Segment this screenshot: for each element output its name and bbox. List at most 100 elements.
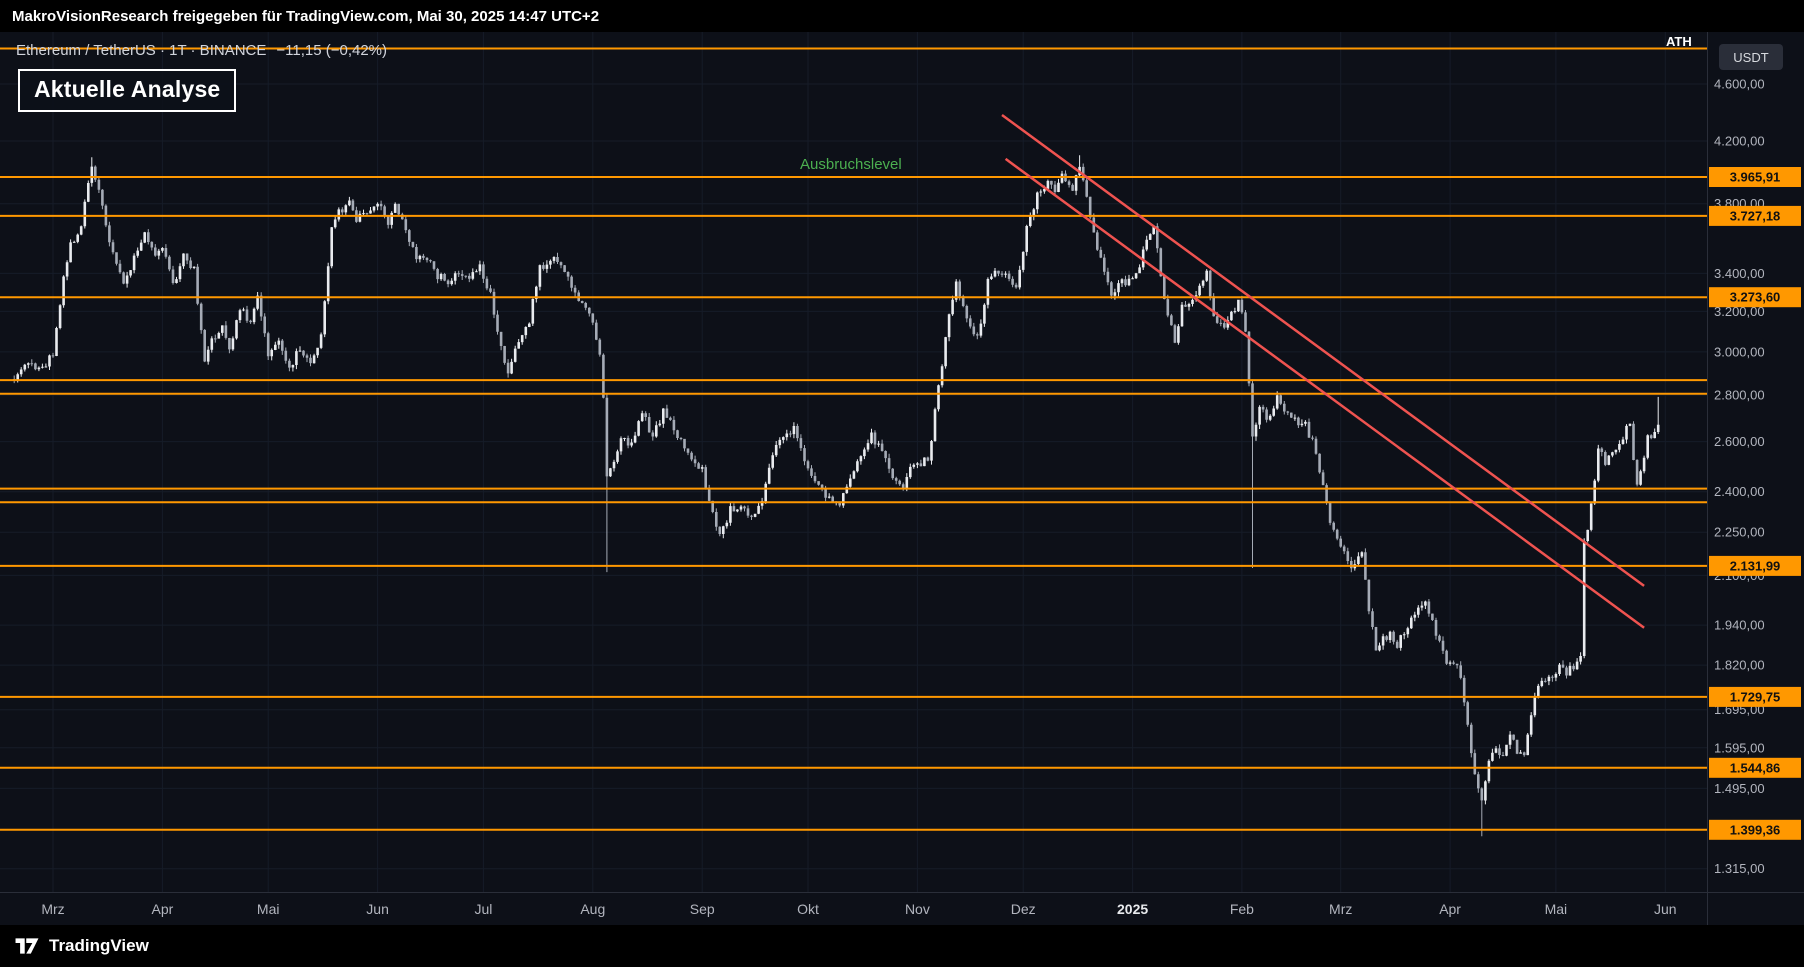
symbol-title[interactable]: Ethereum / TetherUS · 1T · BINANCE	[16, 42, 267, 59]
candle	[1582, 538, 1586, 659]
analysis-text-drawing[interactable]: Aktuelle Analyse	[18, 69, 237, 112]
candle	[796, 423, 799, 442]
candle	[274, 341, 277, 351]
candle	[1050, 180, 1053, 189]
candle	[436, 267, 439, 284]
candle	[1519, 750, 1522, 754]
candle	[1180, 302, 1184, 327]
candle	[785, 429, 789, 441]
ath-label: ATH	[1666, 34, 1692, 49]
candle	[369, 207, 372, 214]
candle	[1586, 529, 1589, 543]
price-chart[interactable]: 4.600,00 4.200,00 3.800,00 3.400,00 3.200,00…	[0, 32, 1804, 925]
price-axis[interactable]: 4.600,004.200,003.800,003.400,003.200,00…	[1709, 77, 1801, 877]
candle	[1498, 744, 1501, 759]
price-level-badge-label: 2.131,99	[1730, 558, 1781, 573]
price-level-badge	[1709, 555, 1801, 576]
candle	[884, 450, 887, 463]
time-tick-label: Dez	[1011, 901, 1036, 917]
candle	[1304, 420, 1307, 427]
tradingview-brand-link[interactable]: TradingView	[49, 936, 149, 955]
time-tick-label: Feb	[1230, 901, 1254, 917]
candle	[739, 504, 743, 512]
candle	[228, 337, 231, 354]
candle	[842, 492, 845, 508]
candle	[655, 421, 658, 438]
candle	[1007, 270, 1011, 282]
candle	[771, 452, 774, 470]
candle	[1307, 418, 1311, 438]
candle	[877, 440, 880, 447]
candle	[831, 495, 834, 503]
candle	[1455, 663, 1459, 669]
candle	[1106, 267, 1110, 286]
candle	[330, 227, 333, 269]
candle	[1452, 660, 1455, 665]
candle	[880, 439, 884, 452]
candle	[1466, 700, 1469, 727]
candle	[298, 346, 302, 352]
candle	[446, 279, 450, 288]
candle	[718, 526, 722, 537]
candle	[37, 366, 41, 372]
candle	[556, 252, 559, 264]
footer-bar: TradingView	[0, 925, 1804, 967]
candle	[1138, 264, 1141, 274]
candle	[150, 241, 154, 251]
candle	[115, 252, 118, 266]
candle	[760, 497, 764, 510]
breakout-level-label[interactable]: Ausbruchslevel	[800, 156, 902, 173]
candle	[58, 304, 62, 330]
candle	[559, 261, 563, 269]
candle	[1649, 434, 1653, 440]
chart-canvas[interactable]: 4.600,004.200,003.800,003.400,003.200,00…	[0, 32, 1804, 925]
descending-trendline[interactable]	[1004, 157, 1645, 629]
time-axis[interactable]: Mrz Apr Mai Jun Jul Aug Sep Okt Nov Dez 2025 Feb Mrz…	[41, 901, 1676, 917]
candle	[1201, 279, 1205, 288]
candle	[1163, 276, 1166, 300]
candle	[993, 268, 997, 278]
time-tick-label: Okt	[797, 901, 819, 917]
horizontal-levels	[0, 47, 1707, 831]
candle	[1297, 416, 1300, 428]
candle	[136, 247, 139, 258]
candle	[933, 407, 937, 442]
candle	[1604, 450, 1607, 467]
candle	[30, 359, 34, 367]
candle	[700, 464, 704, 473]
price-tick-label: 2.250,00	[1714, 525, 1765, 540]
candle	[348, 196, 351, 207]
candle	[1219, 319, 1223, 327]
currency-toggle-button[interactable]: USDT	[1719, 44, 1783, 70]
candle	[937, 384, 940, 412]
candle	[122, 271, 125, 285]
symbol-legend[interactable]: Ethereum / TetherUS · 1T · BINANCE −11,1…	[16, 42, 387, 59]
candle	[503, 345, 506, 365]
candle	[1339, 535, 1342, 548]
candle	[1205, 269, 1208, 282]
candle	[337, 207, 341, 222]
candle	[715, 508, 718, 531]
candle	[1388, 630, 1392, 643]
price-tick-label: 4.600,00	[1714, 77, 1765, 92]
candle	[1096, 230, 1099, 251]
candle	[1014, 282, 1018, 289]
tradingview-logo-icon[interactable]	[14, 935, 40, 957]
candle	[1441, 636, 1445, 654]
candle	[270, 348, 273, 361]
candle	[566, 271, 570, 281]
candle	[372, 206, 376, 213]
candle	[1088, 196, 1092, 220]
candle	[549, 259, 552, 269]
candle	[1198, 283, 1201, 298]
candle	[72, 240, 76, 243]
time-tick-label: Jul	[474, 901, 492, 917]
candle	[1431, 613, 1434, 621]
candle	[418, 254, 422, 263]
candle	[1275, 391, 1279, 410]
candle	[309, 354, 312, 367]
candle	[182, 253, 185, 269]
descending-trendline[interactable]	[1001, 113, 1645, 587]
candle	[1025, 224, 1028, 256]
candle	[143, 231, 146, 244]
